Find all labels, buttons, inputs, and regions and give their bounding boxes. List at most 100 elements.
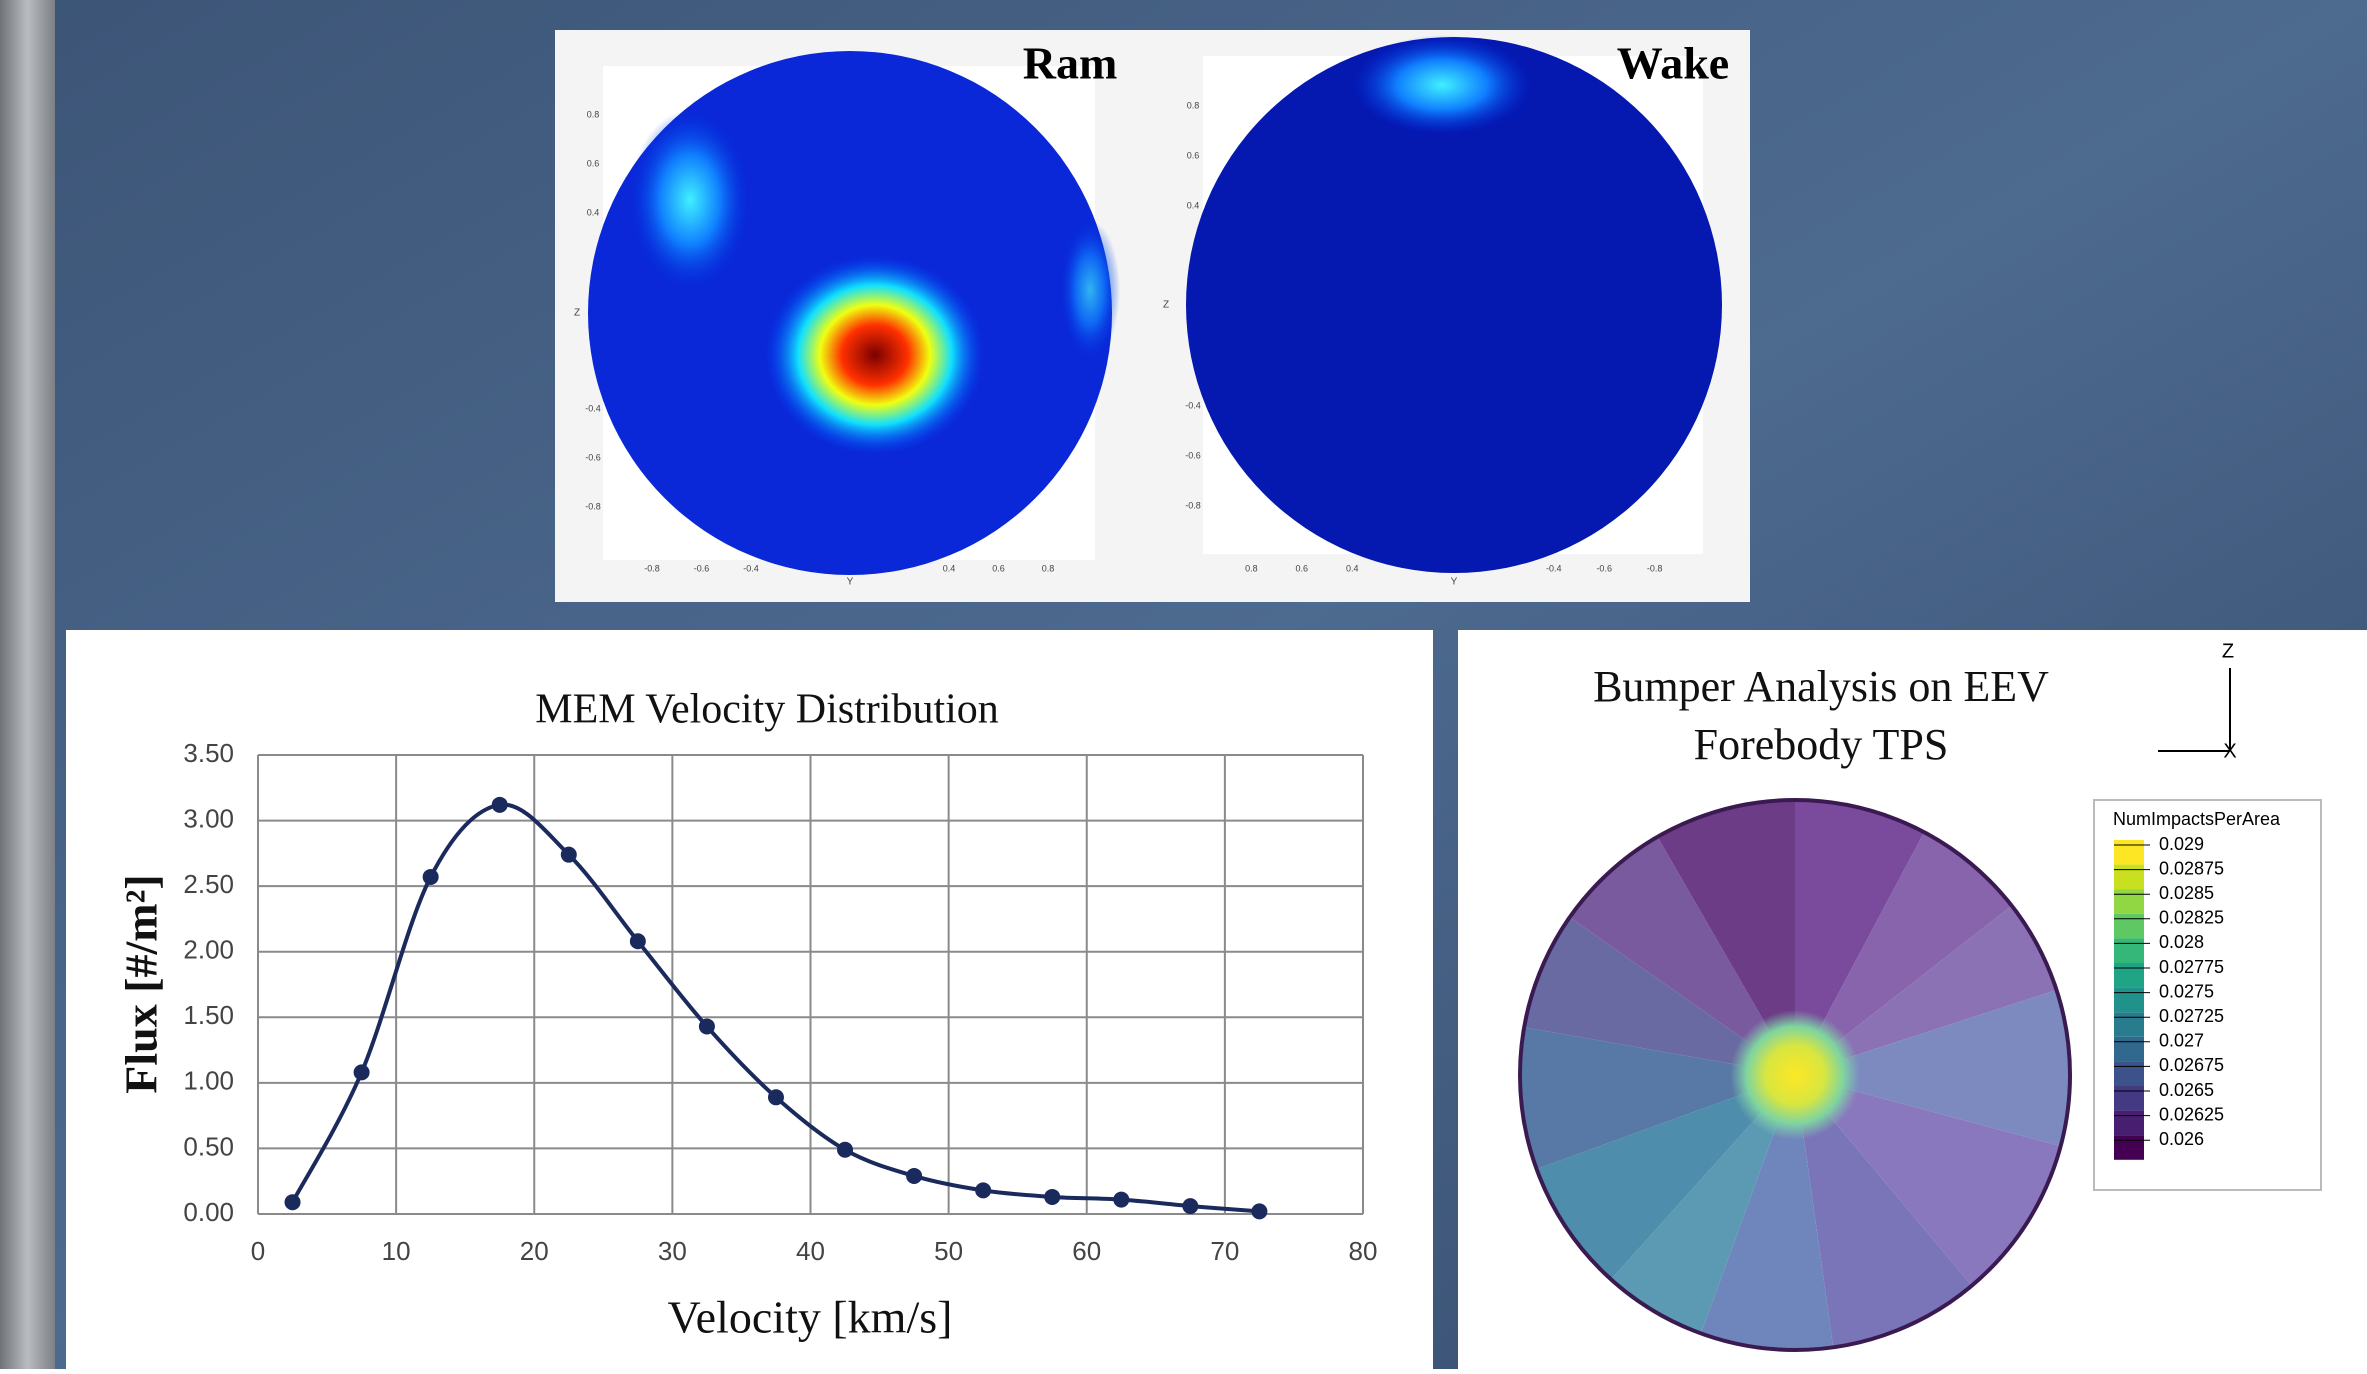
- colorbar-swatch: [2114, 1061, 2144, 1086]
- colorbar-swatch: [2114, 1037, 2144, 1062]
- heatmap-blob: [1352, 35, 1532, 135]
- y-tick-label: 2.00: [183, 935, 234, 965]
- x-tick-label: 30: [658, 1236, 687, 1266]
- y-tick-label: -0.8: [1185, 500, 1201, 510]
- contour-spot: [1730, 1010, 1860, 1140]
- y-tick-label: 0.50: [183, 1131, 234, 1161]
- x-tick-label: 0.4: [943, 563, 956, 573]
- heatmap-blob: [1060, 220, 1120, 360]
- x-tick-label: -0.8: [1647, 563, 1663, 573]
- heatmap-title: Ram: [1023, 38, 1118, 89]
- triad-label: Z: [2222, 640, 2234, 662]
- colorbar-swatch: [2114, 1111, 2144, 1136]
- data-point: [837, 1142, 853, 1158]
- y-tick-label: 3.50: [183, 738, 234, 768]
- y-tick-label: 2.50: [183, 869, 234, 899]
- colorbar-swatch: [2114, 1012, 2144, 1037]
- data-point: [285, 1194, 301, 1210]
- data-point: [1044, 1189, 1060, 1205]
- y-tick-label: 0.4: [587, 207, 600, 217]
- page: MEM Velocity Distribution 0.00 0.50 1.00 1.5…: [0, 0, 2367, 1369]
- y-tick-label: 1.50: [183, 1000, 234, 1030]
- x-axis-label: Y: [847, 577, 854, 588]
- colorbar-label: 0.0275: [2159, 981, 2214, 1001]
- y-tick-label: 0.4: [1187, 200, 1200, 210]
- data-point: [630, 933, 646, 949]
- colorbar-label: 0.02775: [2159, 957, 2224, 977]
- colorbar-swatch: [2114, 914, 2144, 939]
- colorbar-title: NumImpactsPerArea: [2113, 809, 2281, 829]
- y-tick-label: -0.8: [585, 501, 601, 511]
- y-tick-label: -0.6: [585, 452, 601, 462]
- x-tick-label: 80: [1349, 1236, 1378, 1266]
- y-tick-label: 3.00: [183, 803, 234, 833]
- side-strip: [0, 0, 55, 1369]
- chart-title: MEM Velocity Distribution: [535, 687, 999, 733]
- y-tick-label: -0.4: [1185, 400, 1201, 410]
- chart-title: Forebody TPS: [1694, 720, 1949, 769]
- colorbar-label: 0.02825: [2159, 908, 2224, 928]
- data-point: [1251, 1203, 1267, 1219]
- x-tick-label: 50: [934, 1236, 963, 1266]
- colorbar-label: 0.02675: [2159, 1055, 2224, 1075]
- y-axis-label: Z: [1163, 300, 1169, 311]
- x-tick-label: -0.8: [644, 563, 660, 573]
- x-tick-label: 0.6: [1296, 563, 1309, 573]
- heatmap-title: Wake: [1617, 38, 1729, 89]
- colorbar-label: 0.027: [2159, 1031, 2204, 1051]
- data-point: [423, 869, 439, 885]
- data-point: [1113, 1192, 1129, 1208]
- colorbar-swatch: [2114, 963, 2144, 988]
- heatmap-blob: [630, 110, 750, 290]
- colorbar-swatch: [2114, 938, 2144, 963]
- x-tick-label: -0.4: [743, 563, 759, 573]
- data-point: [906, 1168, 922, 1184]
- x-tick-label: 60: [1072, 1236, 1101, 1266]
- colorbar-label: 0.028: [2159, 932, 2204, 952]
- x-tick-label: 40: [796, 1236, 825, 1266]
- y-axis-label: Z: [574, 308, 580, 319]
- y-tick-label: -0.6: [1185, 450, 1201, 460]
- colorbar-swatch: [2114, 1086, 2144, 1111]
- x-tick-label: 20: [520, 1236, 549, 1266]
- colorbar-swatch: [2114, 840, 2144, 865]
- data-point: [975, 1182, 991, 1198]
- y-tick-label: 0.6: [587, 158, 600, 168]
- chart-title: Bumper Analysis on EEV: [1593, 662, 2049, 711]
- colorbar-swatch: [2114, 889, 2144, 914]
- colorbar-label: 0.02625: [2159, 1104, 2224, 1124]
- x-tick-label: -0.6: [1596, 563, 1612, 573]
- y-tick-label: 0.8: [1187, 100, 1200, 110]
- colorbar-label: 0.0285: [2159, 883, 2214, 903]
- x-tick-label: 0.8: [1245, 563, 1258, 573]
- data-point: [1182, 1198, 1198, 1214]
- colorbar-swatch: [2114, 865, 2144, 890]
- colorbar-swatch: [2114, 1135, 2144, 1160]
- y-tick-label: -0.4: [585, 403, 601, 413]
- triad-label: X: [2223, 740, 2236, 762]
- colorbar-label: 0.026: [2159, 1129, 2204, 1149]
- x-tick-label: 0.4: [1346, 563, 1359, 573]
- x-tick-label: 70: [1210, 1236, 1239, 1266]
- colorbar-label: 0.029: [2159, 834, 2204, 854]
- data-point: [561, 847, 577, 863]
- data-point: [699, 1018, 715, 1034]
- data-point: [492, 797, 508, 813]
- data-point: [354, 1064, 370, 1080]
- colorbar-label: 0.02875: [2159, 858, 2224, 878]
- y-axis-label: Flux [#/m²]: [116, 874, 167, 1094]
- x-tick-label: 0: [251, 1236, 265, 1266]
- heatmap-blob: [765, 255, 985, 455]
- y-tick-label: 0.6: [1187, 150, 1200, 160]
- x-tick-label: 0.6: [992, 563, 1005, 573]
- colorbar-label: 0.0265: [2159, 1080, 2214, 1100]
- slide: MEM Velocity Distribution 0.00 0.50 1.00 1.5…: [0, 0, 2367, 1369]
- x-tick-label: 0.8: [1042, 563, 1055, 573]
- data-point: [768, 1089, 784, 1105]
- y-tick-label: 0.8: [587, 109, 600, 119]
- x-tick-label: -0.4: [1546, 563, 1562, 573]
- colorbar-label: 0.02725: [2159, 1006, 2224, 1026]
- x-axis-label: Velocity [km/s]: [668, 1292, 953, 1343]
- y-tick-label: 1.00: [183, 1066, 234, 1096]
- y-tick-label: 0.00: [183, 1197, 234, 1227]
